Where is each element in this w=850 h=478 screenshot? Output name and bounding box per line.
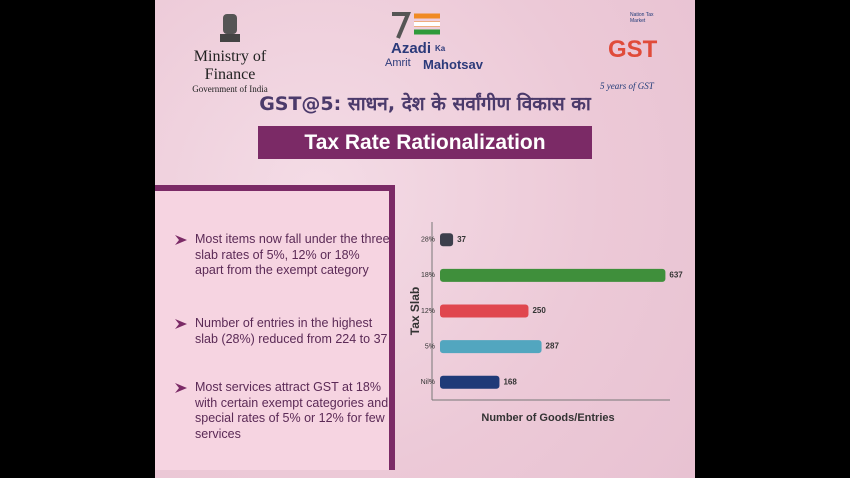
bullet-text: Most items now fall under the three slab… — [195, 232, 390, 277]
bar — [440, 375, 500, 389]
bar — [440, 268, 666, 282]
logo-text: Azadi — [391, 40, 432, 57]
bar — [440, 340, 542, 354]
bullet-text: Most services attract GST at 18% with ce… — [195, 380, 389, 441]
logo-text: Amrit — [385, 57, 411, 69]
logo-text: Mahotsav — [423, 57, 483, 72]
bullet-arrow — [175, 235, 187, 245]
ministry-logo: Ministry of Finance Government of India — [175, 14, 285, 94]
x-axis-label: Number of Goods/Entries — [481, 412, 614, 424]
logo-text: 5 years of GST — [600, 81, 654, 91]
logo-75 — [392, 12, 440, 39]
bullet-arrow — [175, 319, 187, 329]
bullet: Number of entries in the highest slab (2… — [175, 316, 390, 347]
notes-panel: Most items now fall under the three slab… — [155, 185, 395, 470]
ministry-name: Ministry of Finance — [193, 48, 267, 83]
y-tick-label: 5% — [425, 343, 435, 350]
gst-logo: Nation Tax Market GST 5 years of GST — [600, 8, 670, 98]
bullet: Most items now fall under the three slab… — [175, 232, 390, 279]
data-label: 37 — [457, 235, 466, 244]
y-tick-label: Nil% — [421, 379, 435, 386]
data-label: 250 — [532, 306, 546, 315]
data-label: 168 — [503, 377, 517, 386]
y-axis-label: Tax Slab — [408, 287, 422, 335]
bullet: Most services attract GST at 18% with ce… — [175, 380, 390, 442]
logo-text: Nation Tax Market — [630, 12, 654, 24]
subtitle: GST@5: साधन, देश के सर्वांगीण विकास का — [259, 93, 591, 115]
ministry-sub: Government of India — [192, 84, 268, 94]
y-tick-label: 28% — [421, 237, 435, 244]
y-tick-label: 12% — [421, 308, 435, 315]
bullet-text: Number of entries in the highest slab (2… — [195, 316, 388, 346]
title: Tax Rate Rationalization — [258, 126, 592, 159]
bar — [440, 233, 454, 247]
data-label: 637 — [669, 271, 683, 280]
emblem — [220, 14, 240, 42]
logo-text: GST — [608, 36, 658, 63]
data-label: 287 — [546, 342, 560, 351]
bar — [440, 304, 529, 318]
bullet-arrow — [175, 383, 187, 393]
logo-text: Ka — [435, 44, 446, 53]
azadi-logo: Azadi Ka Amrit Mahotsav — [385, 10, 485, 85]
y-tick-label: 18% — [421, 272, 435, 279]
